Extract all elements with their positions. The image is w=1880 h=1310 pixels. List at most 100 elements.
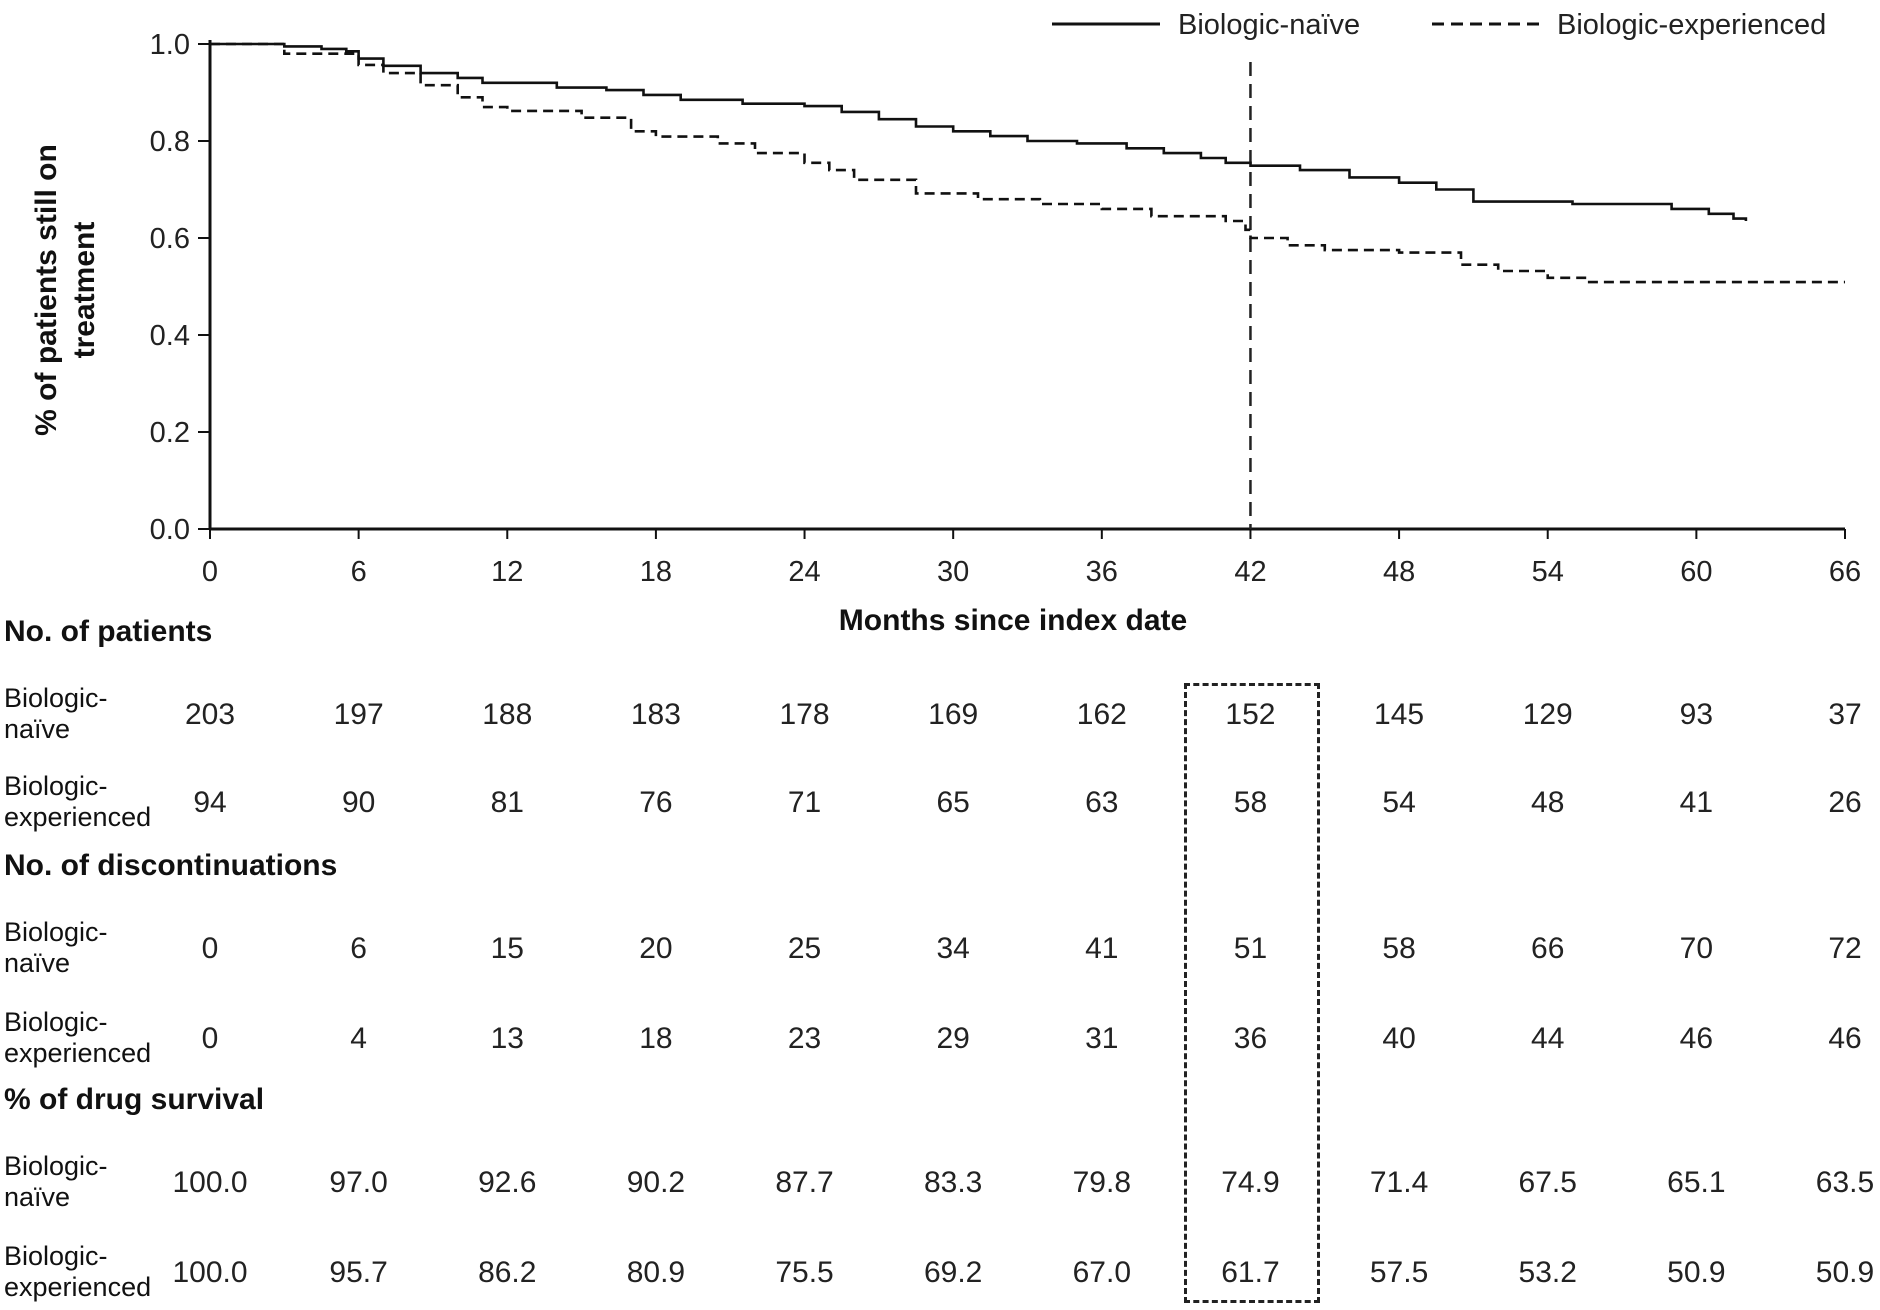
table-cell: 37 (1828, 698, 1862, 731)
series-line-experienced (210, 42, 1845, 284)
table-cell: 65.1 (1667, 1166, 1726, 1199)
table-cell: 92.6 (478, 1166, 537, 1199)
y-axis-title-line1: % of patients still on (30, 144, 63, 436)
x-tick-label: 42 (1234, 556, 1266, 588)
table-cell: 4 (350, 1022, 367, 1055)
table-cell: 23 (787, 1022, 822, 1055)
table-cell: 50.9 (1667, 1256, 1726, 1289)
legend: Biologic-naïve Biologic-experienced (1052, 9, 1826, 41)
table-cell: 197 (333, 698, 384, 731)
series-line-naive (210, 42, 1748, 221)
x-tick-label: 48 (1383, 556, 1415, 588)
table-cell: 178 (779, 698, 830, 731)
table-cell: 46 (1679, 1022, 1714, 1055)
table-cell: 29 (936, 1022, 970, 1055)
table-cell: 0 (201, 932, 219, 965)
table-cell: 46 (1828, 1022, 1862, 1055)
table-cell: 90.2 (626, 1166, 686, 1199)
x-tick-label: 12 (491, 556, 523, 588)
table-cell: 71 (787, 786, 822, 819)
x-tick-label: 18 (640, 556, 672, 588)
survival-chart: Biologic-naïve Biologic-experienced Mont… (30, 9, 1861, 637)
table-cell: 13 (490, 1022, 524, 1055)
table-cell: 57.5 (1369, 1256, 1429, 1289)
table-cell: 61.7 (1221, 1256, 1280, 1289)
table-cell: 65 (936, 786, 970, 819)
y-tick-label: 0.0 (150, 514, 190, 546)
table-cell: 15 (490, 932, 524, 965)
table-cell: 66 (1531, 932, 1565, 965)
table-cell: 67.0 (1072, 1256, 1131, 1289)
x-axis-title: Months since index date (839, 604, 1187, 637)
table-cell: 50.9 (1815, 1256, 1875, 1289)
table-cell: 63.5 (1815, 1166, 1875, 1199)
table-row-label: Biologic-experienced (4, 771, 152, 832)
table-cell: 69.2 (923, 1256, 983, 1289)
table-cell: 41 (1679, 786, 1714, 819)
table-cell: 74.9 (1221, 1166, 1280, 1199)
highlight-box-month-42 (1184, 683, 1320, 1303)
table-cell: 34 (936, 932, 970, 965)
y-tick-label: 0.6 (150, 223, 190, 255)
table-cell: 0 (201, 1022, 219, 1055)
table-cell: 81 (490, 786, 524, 819)
table-cell: 72 (1828, 932, 1862, 965)
table-section-header: No. of patients (4, 615, 213, 648)
table-cell: 6 (350, 932, 367, 965)
table-cell: 53.2 (1518, 1256, 1577, 1289)
y-tick-label: 0.8 (150, 126, 190, 158)
legend-label-experienced: Biologic-experienced (1557, 9, 1826, 41)
table-cell: 87.7 (775, 1166, 834, 1199)
x-tick-label: 0 (202, 556, 218, 588)
y-tick-label: 0.4 (150, 320, 190, 352)
table-cell: 83.3 (923, 1166, 983, 1199)
table-cell: 31 (1085, 1022, 1119, 1055)
table-cell: 86.2 (478, 1256, 537, 1289)
table-cell: 58 (1233, 786, 1268, 819)
table-cell: 129 (1522, 698, 1573, 731)
x-tick-label: 30 (937, 556, 969, 588)
table-section-header: % of drug survival (4, 1083, 265, 1116)
table-cell: 79.8 (1072, 1166, 1131, 1199)
table-row-label: Biologic-naïve (4, 917, 108, 978)
table-cell: 67.5 (1518, 1166, 1577, 1199)
table-cell: 94 (193, 786, 227, 819)
table-cell: 48 (1531, 786, 1565, 819)
table-cell: 162 (1076, 698, 1127, 731)
table-row-label: Biologic-experienced (4, 1241, 152, 1302)
table-cell: 25 (787, 932, 822, 965)
x-tick-label: 24 (788, 556, 820, 588)
table-cell: 44 (1531, 1022, 1565, 1055)
table-cell: 75.5 (775, 1256, 834, 1289)
table-row-label: Biologic-experienced (4, 1007, 152, 1068)
table-cell: 90 (341, 786, 376, 819)
table-section-header: No. of discontinuations (4, 849, 338, 882)
table-cell: 18 (639, 1022, 673, 1055)
table-cell: 70 (1679, 932, 1714, 965)
x-tick-label: 60 (1680, 556, 1712, 588)
table-row-label: Biologic-naïve (4, 683, 108, 744)
table-cell: 169 (928, 698, 979, 731)
table-cell: 97.0 (329, 1166, 388, 1199)
table-cell: 40 (1382, 1022, 1416, 1055)
table-cell: 41 (1085, 932, 1119, 965)
table-cell: 54 (1382, 786, 1416, 819)
table-row-label: Biologic-naïve (4, 1151, 108, 1212)
x-tick-label: 36 (1086, 556, 1118, 588)
y-axis-title-line2: treatment (68, 222, 101, 359)
table-cell: 80.9 (626, 1256, 686, 1289)
table-cell: 95.7 (329, 1256, 388, 1289)
table-cell: 145 (1374, 698, 1425, 731)
legend-label-naive: Biologic-naïve (1178, 9, 1360, 41)
table-cell: 100.0 (172, 1166, 248, 1199)
table-cell: 20 (639, 932, 673, 965)
x-tick-label: 66 (1829, 556, 1861, 588)
table-cell: 58 (1382, 932, 1416, 965)
table-cell: 183 (630, 698, 681, 731)
table-cell: 93 (1679, 698, 1714, 731)
table-cell: 36 (1233, 1022, 1268, 1055)
table-cell: 26 (1828, 786, 1862, 819)
table-cell: 188 (482, 698, 533, 731)
table-cell: 152 (1225, 698, 1276, 731)
y-tick-label: 1.0 (150, 29, 190, 61)
